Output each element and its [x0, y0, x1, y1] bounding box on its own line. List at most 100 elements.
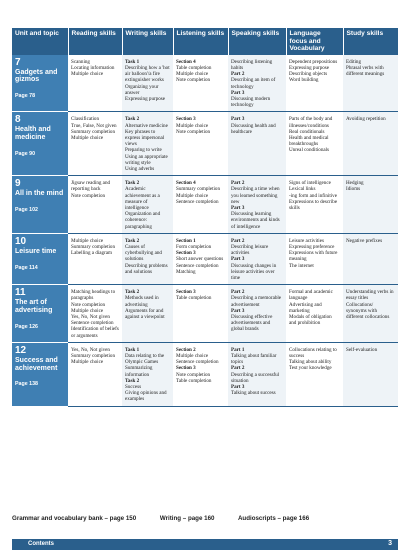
table-row: 7 Gadgets and gizmos Page 78 Scanning Locati… — [12, 54, 398, 113]
unit-title: Gadgets and gizmos — [15, 68, 58, 84]
reading-cell: Multiple choice Summary completion Labelli… — [68, 233, 122, 286]
column-header: Reading skills — [68, 28, 123, 55]
study-cell: Editing Phrasal verbs with different mean… — [343, 54, 398, 113]
unit-title: Success and achievement — [15, 356, 58, 372]
speaking-cell: Part 3 Discussing health and healthcare — [228, 111, 286, 177]
cell-text: Section 3 — [176, 365, 196, 372]
unit-cell[interactable]: 9 All in the mind Page 102 — [12, 175, 68, 234]
cell-text: Multiple choice — [71, 71, 104, 78]
cell-text: Task 2 — [125, 180, 140, 187]
cell-text: Note completion — [176, 128, 211, 135]
unit-cell[interactable]: 7 Gadgets and gizmos Page 78 — [12, 54, 68, 113]
writing-cell: Task 2 Causes of cyberbullying and soluti… — [122, 233, 173, 286]
cell-text: Multiple choice — [176, 71, 209, 78]
unit-page: Page 90 — [15, 150, 36, 157]
listening-cell: Section 1 Form completion Section 3 Short a… — [173, 233, 228, 286]
cell-text: Real conditionals — [289, 128, 325, 135]
cell-text: Alternative medicine — [125, 122, 168, 129]
cell-text: Form completion — [176, 244, 212, 251]
column-header: Language focus and Vocabulary — [286, 28, 344, 55]
cell-text: Talking about familiar topics — [231, 353, 277, 366]
cell-text: Multiple choice — [71, 134, 104, 141]
cell-text: Discussing learning environments and kin… — [231, 211, 280, 230]
cell-text: Describing listening habits — [231, 58, 273, 71]
cell-text: Part 2 — [231, 237, 245, 244]
unit-cell[interactable]: 10 Leisure time Page 114 — [12, 233, 68, 286]
language-cell: Leisure activities Expressing preference E… — [286, 233, 343, 286]
column-header: Study skills — [343, 28, 399, 55]
cell-text: Task 2 — [125, 237, 140, 244]
cell-text: Using adverbs — [125, 165, 155, 172]
cell-text: -ing form and infinitive — [289, 192, 337, 199]
cell-text: Health and medical breakthroughs — [289, 134, 329, 148]
table-row: 9 All in the mind Page 102 Jigsaw reading a… — [12, 175, 398, 234]
cell-text: Describing an item of technology — [231, 77, 276, 90]
unit-number: 12 — [15, 344, 27, 356]
listening-cell: Section 3 Multiple choice Note completion — [173, 111, 228, 177]
cell-text: Part 3 — [231, 116, 245, 123]
cell-text: Talking about success — [231, 390, 276, 397]
column-header: Speaking skills — [228, 28, 287, 55]
cell-text: Multiple choice — [176, 353, 209, 360]
cell-text: Preparing to write — [125, 147, 162, 154]
cell-text: Section 4 — [176, 180, 196, 187]
cell-text: Part 3 — [231, 307, 245, 314]
cell-text: Organization and coherence: paragraphing — [125, 211, 161, 230]
cell-text: The internet — [289, 262, 314, 269]
study-cell: Avoiding repetition — [343, 111, 398, 177]
table-row: 12 Success and achievement Page 138 Yes, No… — [12, 342, 398, 407]
cell-text: Part 2 — [231, 365, 245, 372]
cell-text: Table completion — [176, 64, 212, 71]
cell-text: Collocations relating to success — [289, 346, 337, 360]
listening-cell: Section 2 Multiple choice Sentence complet… — [173, 342, 228, 407]
cell-text: Multiple choice — [176, 122, 209, 129]
cell-text: Sentence completion — [176, 262, 219, 269]
cell-text: Hedging — [346, 180, 364, 187]
cell-text: Discussing health and healthcare — [231, 122, 276, 135]
cell-text: Summary completion — [71, 353, 115, 360]
cell-text: Part 3 — [231, 205, 245, 211]
table-row: 11 The art of advertising Page 126 Matching… — [12, 284, 398, 343]
cell-text: Negative prefixes — [346, 237, 383, 244]
grammar-bank-link[interactable]: Grammar and vocabulary bank – page 150 — [12, 515, 137, 522]
language-cell: Signs of intelligence Lexical links -ing f… — [286, 175, 343, 234]
speaking-cell: Part 2 Describing leisure activities Part … — [228, 233, 286, 286]
cell-text: Part 2 — [231, 180, 245, 187]
cell-text: Section 1 — [176, 237, 196, 244]
writing-link[interactable]: Writing – page 160 — [159, 515, 215, 522]
cell-text: Part 3 — [231, 384, 245, 391]
cell-text: Identification of beliefs or arguments — [71, 326, 119, 339]
cell-text: True, False, Not given — [71, 122, 117, 129]
cell-text: Part 3 — [231, 256, 245, 263]
cell-text: Word building — [289, 77, 319, 84]
unit-number: 11 — [15, 287, 26, 299]
language-cell: Collocations relating to success Talking … — [286, 342, 343, 407]
cell-text: Short answer questions — [176, 256, 224, 263]
unit-cell[interactable]: 11 The art of advertising Page 126 — [12, 284, 68, 343]
unit-cell[interactable]: 8 Health and medicine Page 90 — [12, 111, 68, 177]
cell-text: Describing problems and solutions — [125, 262, 168, 275]
speaking-cell: Part 2 Describing a memorable advertiseme… — [228, 284, 286, 343]
cell-text: Describing objects — [289, 71, 328, 78]
unit-title: Health and medicine — [15, 126, 51, 142]
table-header-row: Unit and topic Reading skills Writing skil… — [12, 28, 399, 55]
cell-text: Summary completion — [176, 186, 220, 193]
cell-text: Understanding verbs in essay titles — [346, 289, 394, 302]
language-cell: Formal and academic language Advertising … — [286, 284, 343, 343]
cell-text: Expressions to describe skills — [289, 198, 338, 211]
cell-text: Locating information — [71, 64, 115, 71]
cell-text: Matching headings to paragraphs — [71, 289, 116, 302]
cell-text: Expressing purpose — [125, 95, 166, 102]
cell-text: Sentence completion — [71, 320, 114, 327]
unit-cell[interactable]: 12 Success and achievement Page 138 — [12, 342, 68, 407]
unit-number: 7 — [15, 56, 21, 68]
audioscripts-link[interactable]: Audioscripts – page 166 — [237, 515, 310, 522]
language-cell: Parts of the body and illnesses/conditio… — [286, 111, 343, 177]
cell-text: Key phrases to express impersonal views — [125, 128, 165, 148]
cell-text: Section 2 — [176, 346, 196, 353]
cell-text: Scanning — [71, 58, 90, 65]
cell-text: Expressing purpose — [289, 64, 330, 71]
cell-text: Data relating to the Olympic Games — [125, 353, 165, 366]
cell-text: Multiple choice — [71, 237, 104, 244]
cell-text: Part 3 — [231, 89, 245, 96]
